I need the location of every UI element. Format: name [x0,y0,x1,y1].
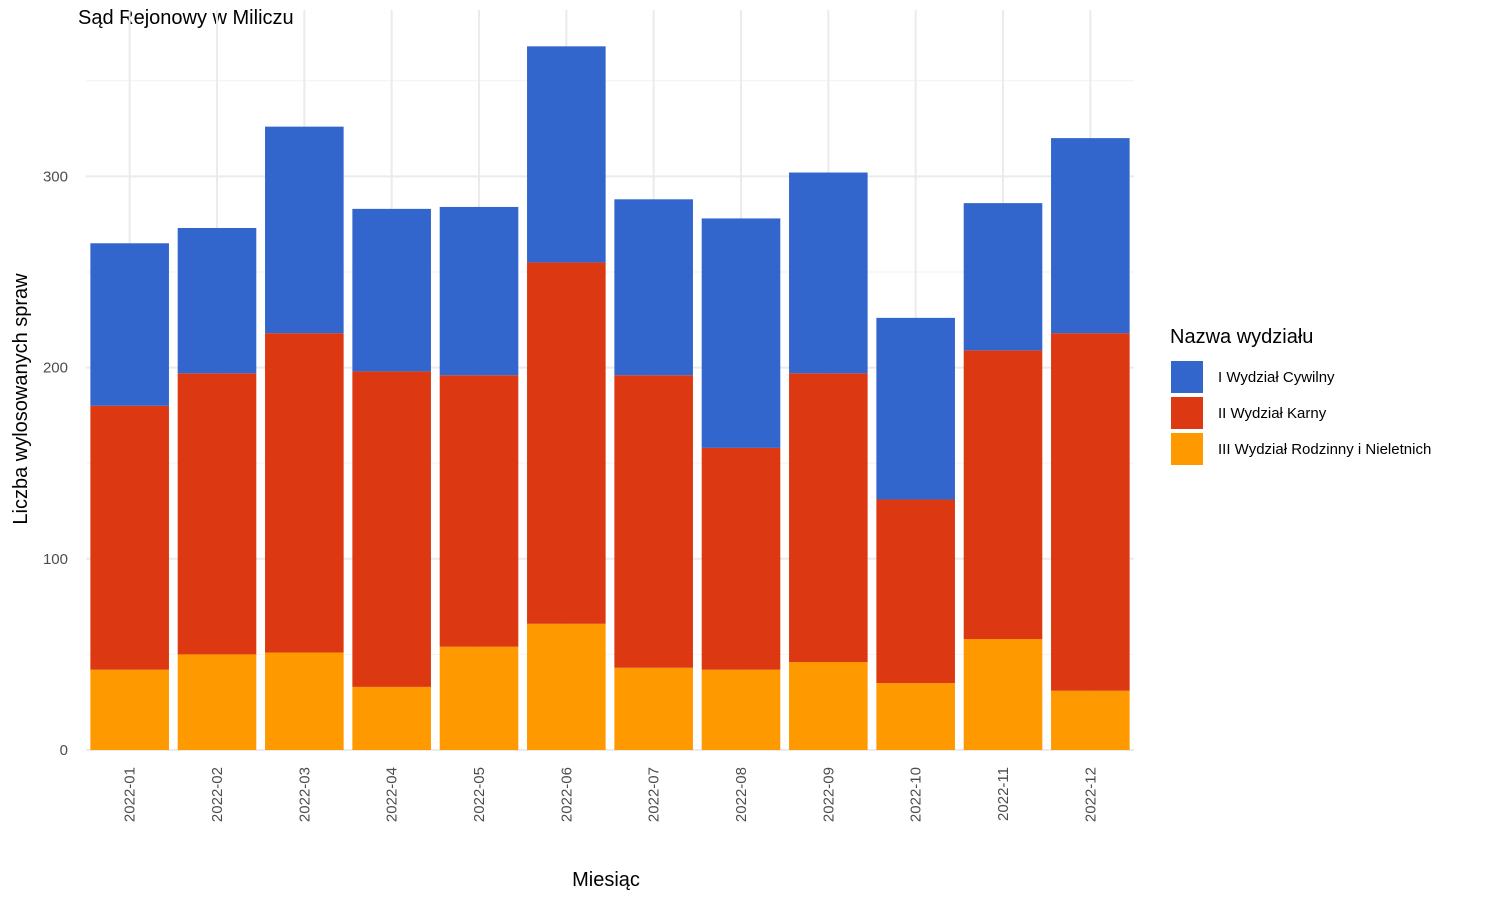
bar-segment [789,662,868,750]
legend-swatch [1170,396,1204,430]
y-axis: 0 100 200 300 [43,168,68,759]
bar-segment [177,373,257,655]
y-tick-label: 100 [43,551,68,568]
y-tick-label: 0 [60,742,68,759]
bar-segment [789,172,868,374]
legend-label: II Wydział Karny [1218,404,1327,422]
bar-layer [90,46,1130,750]
legend-swatch [1170,360,1204,394]
legend-items: I Wydział Cywilny II Wydział Karny III Wyd… [1170,359,1431,467]
bar-segment [265,333,344,653]
x-tick-label: 2022-01 [122,767,139,822]
x-tick-label: 2022-04 [384,767,401,822]
bar-segment [265,652,344,750]
legend-title: Nazwa wydziału [1170,326,1314,348]
bar-segment [876,317,955,500]
bar-segment [527,623,606,750]
bar-segment [963,639,1043,750]
x-tick-label: 2022-05 [471,767,488,822]
legend-swatch [1170,432,1204,466]
x-axis-title: Miesiąc [572,869,640,891]
bar-segment [439,375,519,647]
bar-segment [1051,333,1130,691]
y-tick-label: 200 [43,360,68,377]
x-tick-label: 2022-07 [646,767,663,822]
bar-segment [177,654,257,750]
bar-segment [701,218,781,448]
bar-segment [352,371,431,687]
bar-segment [614,375,693,668]
x-tick-label: 2022-03 [296,767,313,822]
x-axis: 2022-01 2022-02 2022-03 2022-04 2022-05 2022-… [122,767,1100,822]
x-tick-label: 2022-09 [820,767,837,822]
bar-segment [439,646,519,750]
bar-segment [963,203,1043,351]
y-tick-label: 300 [43,168,68,185]
x-tick-label: 2022-06 [558,767,575,822]
bar-segment [352,208,431,372]
legend-item: I Wydział Cywilny [1170,359,1431,395]
bar-segment [90,405,169,670]
bar-segment [439,206,519,376]
bar-segment [701,447,781,670]
legend-item: II Wydział Karny [1170,395,1431,431]
x-tick-label: 2022-12 [1082,767,1099,822]
x-tick-label: 2022-11 [995,767,1012,821]
bar-segment [527,262,606,624]
bar-segment [701,669,781,750]
bar-segment [614,199,693,376]
bar-segment [876,683,955,750]
y-axis-title: Liczba wylosowanych spraw [10,273,32,525]
legend-label: I Wydział Cywilny [1218,368,1335,386]
bar-segment [527,46,606,263]
bar-segment [90,669,169,750]
x-tick-label: 2022-02 [209,767,226,822]
legend-item: III Wydział Rodzinny i Nieletnich [1170,431,1431,467]
bar-segment [352,686,431,750]
bar-segment [963,350,1043,640]
legend-label: III Wydział Rodzinny i Nieletnich [1218,440,1432,458]
legend: Nazwa wydziału I Wydział Cywilny II Wydzi… [1170,326,1431,467]
chart-title: Sąd Rejonowy w Miliczu [78,7,294,29]
bar-segment [1051,138,1130,334]
bar-segment [614,667,693,750]
x-tick-label: 2022-10 [908,767,925,822]
bar-segment [1051,690,1130,750]
bar-segment [876,499,955,684]
bar-segment [265,126,344,334]
bar-segment [177,227,257,374]
bar-segment [789,373,868,663]
x-tick-label: 2022-08 [733,767,750,822]
bar-segment [90,243,169,406]
